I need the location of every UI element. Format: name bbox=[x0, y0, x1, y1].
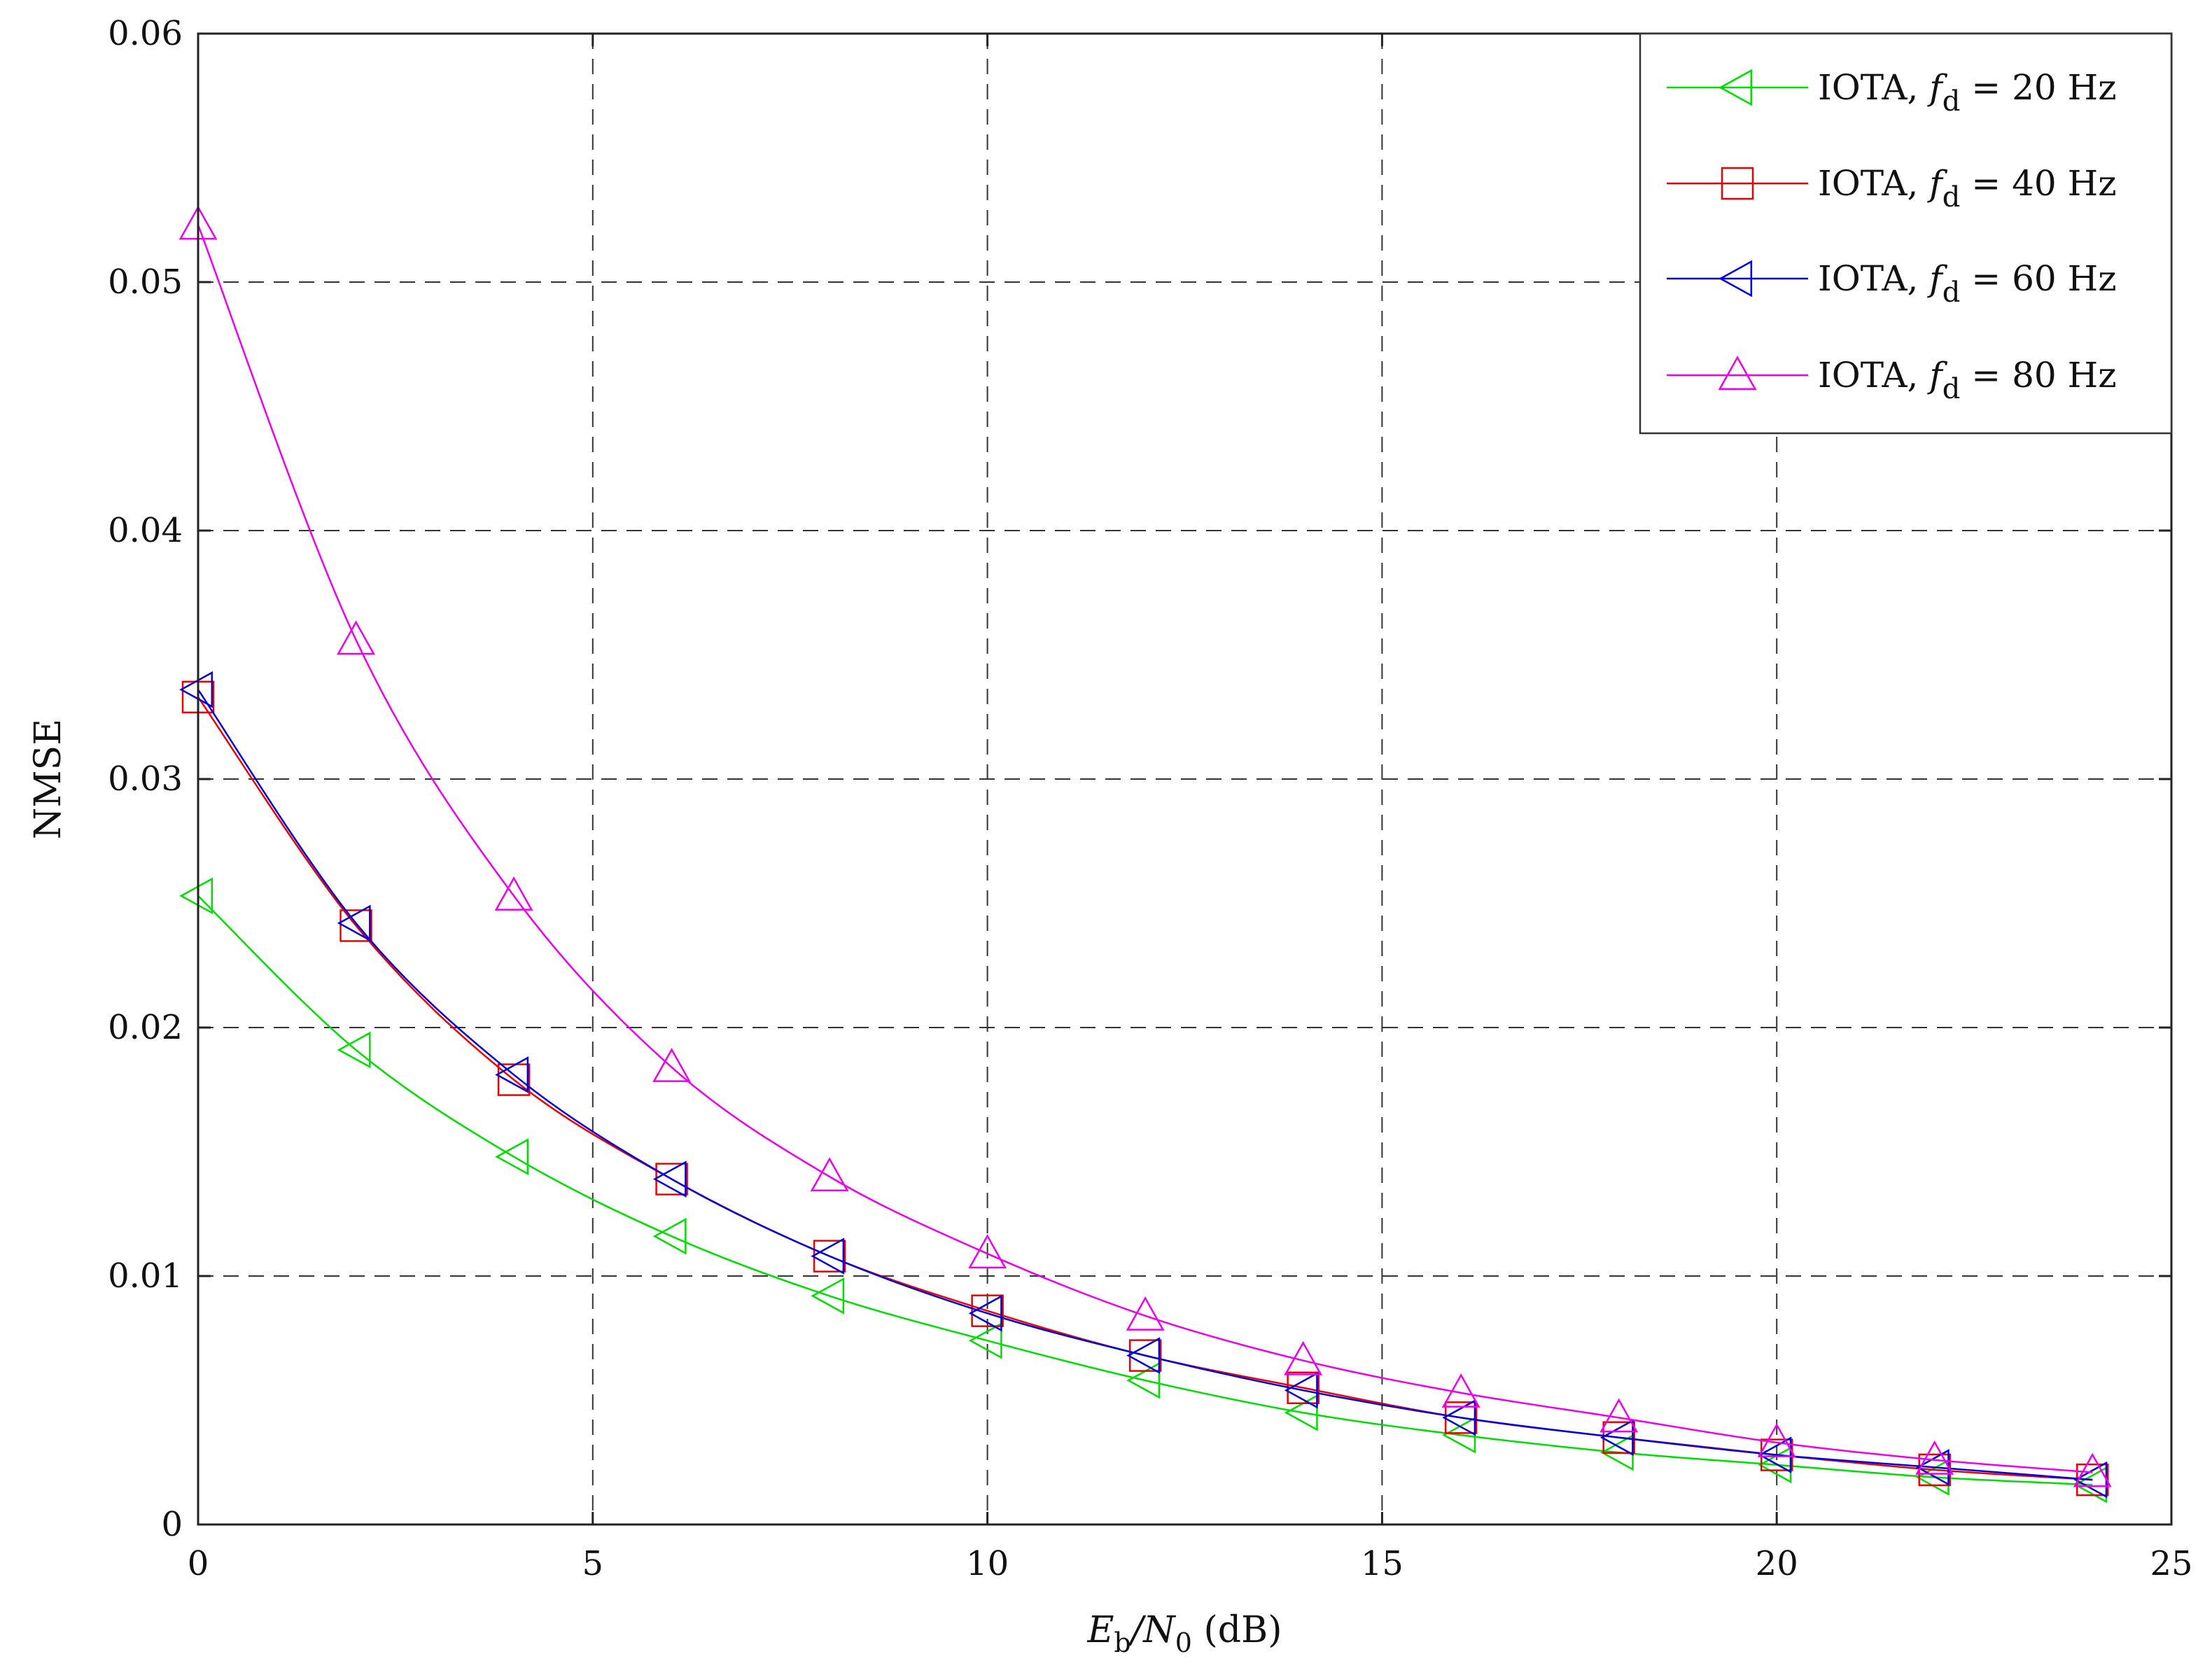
x-label-sub-0: 0 bbox=[1175, 1627, 1192, 1658]
series-3-point-7 bbox=[1284, 1340, 1323, 1375]
y-tick-label-6: 0.06 bbox=[108, 14, 183, 53]
legend-label-suffix: = 60 Hz bbox=[1960, 258, 2116, 299]
legend-label-subscript: d bbox=[1942, 276, 1961, 309]
x-label-e: E bbox=[1086, 1609, 1114, 1651]
series-2-point-6 bbox=[1126, 1337, 1161, 1374]
legend-marker-2 bbox=[1718, 260, 1753, 297]
series-3-point-11 bbox=[1915, 1440, 1954, 1475]
series-2-point-7 bbox=[1284, 1371, 1318, 1409]
series-3-point-3 bbox=[652, 1047, 691, 1082]
series-1-point-2 bbox=[497, 1063, 531, 1096]
series-0-point-1 bbox=[337, 1031, 371, 1069]
x-label-unit: (dB) bbox=[1192, 1609, 1282, 1651]
series-3-point-4 bbox=[810, 1157, 849, 1192]
legend: IOTA, fd = 20 Hz IOTA, fd = 40 Hz IOTA, fd… bbox=[1639, 32, 2173, 435]
series-2-point-8 bbox=[1442, 1399, 1476, 1436]
series-0-point-5 bbox=[968, 1322, 1002, 1359]
series-0-point-3 bbox=[652, 1217, 687, 1255]
grid bbox=[198, 34, 2171, 1525]
y-axis-label: NMSE bbox=[27, 719, 69, 839]
legend-label-1: IOTA, fd = 40 Hz bbox=[1818, 163, 2117, 213]
series-2-point-10 bbox=[1758, 1436, 1792, 1473]
series-3-point-9 bbox=[1600, 1398, 1639, 1433]
x-tick-label-3: 15 bbox=[1361, 1544, 1404, 1583]
y-tick-label-0: 0 bbox=[161, 1505, 183, 1544]
x-tick-label-0: 0 bbox=[188, 1544, 209, 1583]
legend-label-prefix: IOTA, bbox=[1818, 163, 1929, 204]
x-label-sub-b: b bbox=[1114, 1627, 1130, 1658]
x-axis-label: Eb/N0 (dB) bbox=[1086, 1609, 1282, 1658]
series-2 bbox=[179, 671, 2108, 1499]
series-3 bbox=[178, 205, 2112, 1487]
series-group bbox=[178, 205, 2112, 1504]
legend-box bbox=[1639, 32, 2173, 435]
legend-label-3: IOTA, fd = 80 Hz bbox=[1818, 355, 2117, 405]
legend-marker-0 bbox=[1718, 69, 1753, 106]
series-2-point-5 bbox=[968, 1294, 1002, 1332]
series-2-point-3 bbox=[652, 1161, 687, 1198]
series-0-point-0 bbox=[179, 877, 214, 915]
legend-label-prefix: IOTA, bbox=[1818, 258, 1929, 299]
series-2-line bbox=[197, 689, 2093, 1481]
x-tick-label-4: 20 bbox=[1756, 1544, 1798, 1583]
series-0-point-2 bbox=[495, 1138, 529, 1175]
y-tick-label-4: 0.04 bbox=[108, 511, 183, 550]
y-tick-label-3: 0.03 bbox=[108, 759, 183, 799]
legend-label-suffix: = 20 Hz bbox=[1960, 67, 2116, 108]
x-label-slash-n: /N bbox=[1128, 1609, 1177, 1651]
x-tick-label-1: 5 bbox=[582, 1544, 604, 1583]
y-tick-label-2: 0.02 bbox=[108, 1008, 183, 1047]
legend-marker-3 bbox=[1718, 356, 1757, 391]
legend-label-subscript: d bbox=[1942, 85, 1961, 118]
series-1-point-5 bbox=[971, 1294, 1004, 1327]
x-tick-label-5: 25 bbox=[2150, 1544, 2192, 1583]
legend-label-0: IOTA, fd = 20 Hz bbox=[1818, 67, 2117, 118]
y-tick-label-1: 0.01 bbox=[108, 1256, 183, 1296]
series-0-point-6 bbox=[1126, 1361, 1161, 1399]
series-3-point-1 bbox=[337, 620, 375, 655]
series-3-point-2 bbox=[494, 876, 533, 911]
tick-labels: 0 5 10 15 20 25 0 0.01 0.02 0.03 0.04 0.05 0.06 bbox=[108, 14, 2192, 1583]
series-3-point-12 bbox=[2073, 1452, 2112, 1487]
y-tick-label-5: 0.05 bbox=[108, 262, 183, 302]
series-2-point-9 bbox=[1600, 1419, 1634, 1457]
series-2-point-4 bbox=[811, 1238, 845, 1275]
series-3-point-5 bbox=[968, 1234, 1007, 1269]
series-2-point-2 bbox=[495, 1056, 529, 1093]
series-1-point-1 bbox=[340, 909, 372, 942]
legend-label-subscript: d bbox=[1942, 373, 1961, 405]
x-tick-label-2: 10 bbox=[966, 1544, 1009, 1583]
series-3-line bbox=[197, 224, 2093, 1473]
legend-label-suffix: = 40 Hz bbox=[1960, 163, 2116, 204]
legend-label-suffix: = 80 Hz bbox=[1960, 355, 2116, 395]
series-3-point-8 bbox=[1441, 1373, 1480, 1408]
series-3-point-6 bbox=[1126, 1296, 1165, 1331]
legend-marker-1 bbox=[1721, 167, 1754, 200]
series-2-point-0 bbox=[179, 671, 214, 708]
series-0-point-4 bbox=[811, 1277, 845, 1315]
series-2-point-1 bbox=[337, 904, 371, 942]
series-3-point-10 bbox=[1757, 1422, 1796, 1457]
legend-label-subscript: d bbox=[1942, 181, 1961, 213]
legend-label-prefix: IOTA, bbox=[1818, 355, 1929, 395]
legend-label-prefix: IOTA, bbox=[1818, 67, 1929, 108]
series-0-point-7 bbox=[1284, 1394, 1318, 1431]
legend-label-2: IOTA, fd = 60 Hz bbox=[1818, 258, 2117, 309]
